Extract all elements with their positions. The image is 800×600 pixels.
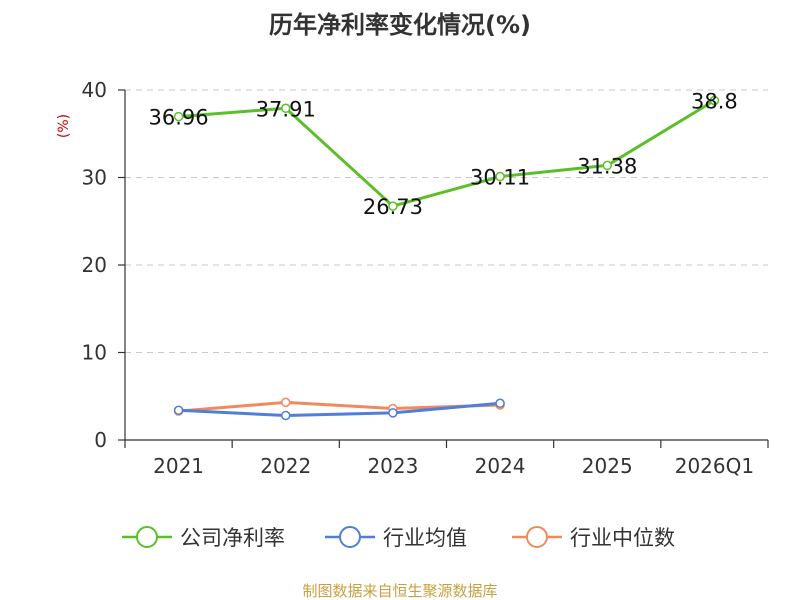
legend[interactable]: 公司净利率 行业均值 行业中位数 xyxy=(122,526,675,550)
data-source-note: 制图数据来自恒生聚源数据库 xyxy=(302,582,497,600)
data-point[interactable] xyxy=(173,405,184,415)
data-label: 38.8 xyxy=(691,90,738,114)
x-tick-label: 2024 xyxy=(475,454,526,478)
legend-item[interactable]: 行业中位数 xyxy=(512,526,675,550)
series-lines xyxy=(173,95,720,421)
y-tick-label: 30 xyxy=(82,166,107,190)
data-point[interactable] xyxy=(281,397,291,408)
series-line xyxy=(178,401,501,417)
data-point[interactable] xyxy=(281,410,291,421)
data-labels: 36.96 37.91 26.73 30.11 31.38 38.8 xyxy=(149,90,738,220)
data-point[interactable] xyxy=(709,95,720,106)
legend-item[interactable]: 行业均值 xyxy=(325,526,467,550)
x-tick-label: 2026Q1 xyxy=(675,454,754,478)
series-line xyxy=(178,99,716,208)
x-tick-label: 2025 xyxy=(582,454,633,478)
data-point[interactable] xyxy=(388,201,398,211)
data-point[interactable] xyxy=(388,408,398,418)
data-label: 36.96 xyxy=(149,106,209,130)
legend-label: 公司净利率 xyxy=(180,526,285,550)
data-point[interactable] xyxy=(495,398,505,408)
legend-marker xyxy=(136,526,158,548)
data-label: 30.11 xyxy=(470,166,530,190)
legend-marker xyxy=(526,526,548,548)
axes: 0 10 20 30 40 2021 2022 2023 2024 2025 2026Q1 xyxy=(82,78,769,478)
legend-marker xyxy=(339,526,361,548)
x-tick-label: 2023 xyxy=(367,454,418,478)
y-tick-label: 0 xyxy=(94,428,107,452)
data-point[interactable] xyxy=(495,171,505,182)
data-point[interactable] xyxy=(602,160,612,171)
grid-lines xyxy=(125,89,768,353)
x-tick-label: 2021 xyxy=(153,454,204,478)
chart-title: 历年净利率变化情况(%) xyxy=(269,11,531,39)
legend-label: 行业中位数 xyxy=(570,526,675,550)
y-tick-label: 20 xyxy=(82,253,107,277)
legend-label: 行业均值 xyxy=(383,526,467,550)
data-point[interactable] xyxy=(173,111,184,122)
y-tick-label: 10 xyxy=(82,341,107,365)
data-label: 26.73 xyxy=(363,195,423,219)
x-tick-label: 2022 xyxy=(260,454,311,478)
data-label: 37.91 xyxy=(256,97,316,121)
y-tick-label: 40 xyxy=(82,78,107,102)
data-label: 31.38 xyxy=(577,154,637,178)
data-point[interactable] xyxy=(281,103,291,114)
legend-item[interactable]: 公司净利率 xyxy=(122,526,285,550)
y-axis-label: (%) xyxy=(56,114,72,138)
